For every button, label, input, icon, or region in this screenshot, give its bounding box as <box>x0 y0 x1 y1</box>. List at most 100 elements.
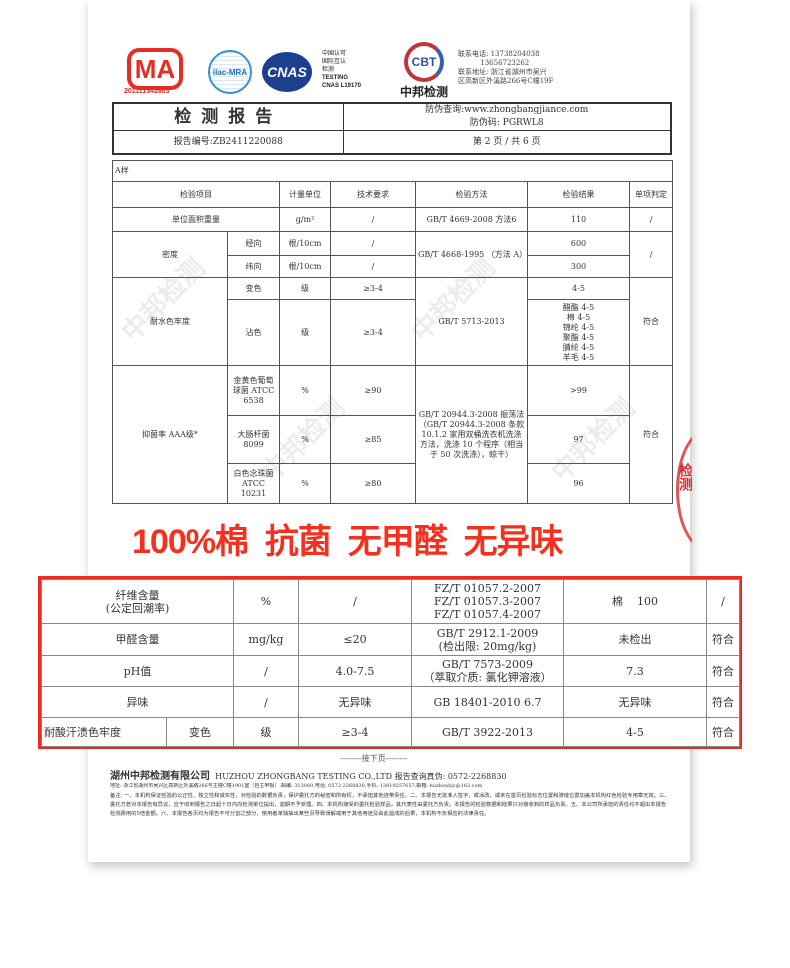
unit: 级 <box>279 299 331 366</box>
sub-item: 变色 <box>166 717 234 747</box>
sample-label: A样 <box>111 160 674 182</box>
unit: 根/10cm <box>279 255 331 278</box>
method: GB/T 4668-1995 （方法 A） <box>415 231 528 278</box>
table-row: 抑菌率 AAA级* 金黄色葡萄球菌 ATCC 6538 % ≥90 GB/T 2… <box>112 365 674 504</box>
cnas-line: 中国认可 <box>322 51 347 57</box>
result-line: 锦纶 4-5 <box>562 322 595 332</box>
method: GB/T 7573-2009 （萃取介质: 氯化钾溶液） <box>411 655 564 687</box>
result-line: 聚酯 4-5 <box>562 332 595 342</box>
sub-item: 大肠杆菌 8099 <box>227 415 280 464</box>
cnas-line: 国际互认 <box>322 59 347 65</box>
cnas-line: CNAS L19170 <box>322 83 362 89</box>
requirement: ≥3-4 <box>330 299 416 366</box>
requirement: ≥3-4 <box>298 717 412 747</box>
contact-info: 联系电话: 13738204038 13656723262 联系地址: 浙江省湖… <box>458 50 554 85</box>
table-row: 甲醛含量 mg/kg ≤20 GB/T 2912.1-2009 (检出限: 20… <box>41 623 740 656</box>
result: 110 <box>527 207 630 232</box>
anti-fake-code: 防伪码: PGRWL8 <box>469 118 544 128</box>
item: 抑菌率 AAA级* <box>112 365 228 504</box>
method: GB 18401-2010 6.7 <box>411 686 564 718</box>
requirement: ≥80 <box>330 463 416 504</box>
item: 单位面积重量 <box>112 207 280 232</box>
verdict: 符合 <box>706 623 740 656</box>
page-indicator: 第 2 页 / 共 6 页 <box>342 130 672 154</box>
requirement: ≥90 <box>330 365 416 416</box>
cnas-line: 检测 <box>322 67 335 73</box>
unit: 级 <box>279 277 331 300</box>
item: 异味 <box>41 686 234 718</box>
sub-item: 变色 <box>227 277 280 300</box>
result: 7.3 <box>563 655 707 687</box>
unit: / <box>233 686 299 718</box>
table-row: 大肠杆菌 8099 % ≥85 97 <box>113 415 673 464</box>
highlight-table: 纤维含量 (公定回潮率) % / FZ/T 01057.2-2007 FZ/T … <box>41 579 740 747</box>
item: 甲醛含量 <box>41 623 234 656</box>
table-row: pH值 / 4.0-7.5 GB/T 7573-2009 （萃取介质: 氯化钾溶… <box>41 655 740 687</box>
verdict: 符合 <box>628 277 674 366</box>
method: GB/T 5713-2013 <box>415 277 528 366</box>
unit: % <box>279 365 331 416</box>
result: 600 <box>527 231 630 256</box>
verdict: / <box>628 207 674 232</box>
company-line: 湖州中邦检测有限公司 HUZHOU ZHONGBANG TESTING CO.,… <box>110 767 507 784</box>
cma-number: 201111342803 <box>124 88 170 95</box>
verdict: / <box>628 231 674 278</box>
verdict: 符合 <box>628 365 674 504</box>
table-row: 单位面积重量 g/m² / GB/T 4669-2008 方法6 110 / <box>112 207 674 232</box>
continued-label: --------接下页-------- <box>340 754 408 763</box>
promo-banner: 100%棉 抗菌 无甲醛 无异味 <box>132 523 564 561</box>
requirement: / <box>330 207 416 232</box>
table-row: 白色念珠菌 ATCC 10231 % ≥80 96 <box>113 463 673 504</box>
unit: % <box>279 415 331 464</box>
cma-logo: MA <box>127 48 183 90</box>
unit: g/m² <box>279 207 331 232</box>
cnas-text: 中国认可 国际互认 检测 TESTING CNAS L19170 <box>322 50 361 90</box>
sub-item: 沾色 <box>227 299 280 366</box>
result-line: 醋酯 4-5 <box>562 302 595 312</box>
result-line: 羊毛 4-5 <box>562 352 595 362</box>
stamp-text: 检测 <box>677 463 693 491</box>
result: 4-5 <box>563 717 707 747</box>
item: 耐水色牢度 <box>112 277 228 366</box>
unit: 根/10cm <box>279 231 331 256</box>
verdict: 符合 <box>706 717 740 747</box>
results-table: A样 检验项目 计量单位 技术要求 检验方法 检验结果 单项判定 单位面积重量 … <box>111 160 674 504</box>
unit: % <box>279 463 331 504</box>
unit: / <box>233 655 299 687</box>
requirement: 无异味 <box>298 686 412 718</box>
requirement: ≤20 <box>298 623 412 656</box>
footer-notes: 备注: 一、本机构保证检验的公正性、独立性和诚实性，对检验的数据负责，保护委托方… <box>110 793 670 817</box>
method: GB/T 2912.1-2009 (检出限: 20mg/kg) <box>411 623 564 656</box>
requirement: / <box>330 231 416 256</box>
method: GB/T 3922-2013 <box>411 717 564 747</box>
item: 纤维含量 (公定回潮率) <box>41 579 234 624</box>
result: 4-5 <box>527 277 630 300</box>
result: 未检出 <box>563 623 707 656</box>
method: GB/T 20944.3-2008 振荡法（GB/T 20944.3-2008 … <box>415 365 528 504</box>
item: 密度 <box>112 231 228 278</box>
company-address: 地址: 浙江省湖州市吴兴区高新区外溪路266号主楼C幢1901室（自主申报）,邮… <box>110 783 483 789</box>
sub-item: 纬向 <box>227 255 280 278</box>
result: 棉 100 <box>563 579 707 624</box>
item: pH值 <box>41 655 234 687</box>
result-line: 腈纶 4-5 <box>562 342 595 352</box>
col-header: 检验结果 <box>527 181 630 208</box>
result: 无异味 <box>563 686 707 718</box>
table-row: 异味 / 无异味 GB 18401-2010 6.7 无异味 符合 <box>41 686 740 718</box>
method: GB/T 4669-2008 方法6 <box>415 207 528 232</box>
requirement: ≥3-4 <box>330 277 416 300</box>
result: 300 <box>527 255 630 278</box>
anti-fake-cell: 防伪查询:www.zhongbangjiance.com 防伪码: PGRWL8 <box>342 102 672 131</box>
item: 耐酸汗渍色牢度 <box>41 717 167 747</box>
requirement: ≥85 <box>330 415 416 464</box>
sub-item: 经向 <box>227 231 280 256</box>
report-title: 检测报告 <box>112 102 344 131</box>
unit: % <box>233 579 299 624</box>
highlight-box: 纤维含量 (公定回潮率) % / FZ/T 01057.2-2007 FZ/T … <box>38 576 742 749</box>
company-name: 湖州中邦检测有限公司 <box>110 771 210 782</box>
cnas-line: TESTING <box>322 75 349 81</box>
requirement: 4.0-7.5 <box>298 655 412 687</box>
table-row: 沾色 级 ≥3-4 醋酯 4-5 棉 4-5 锦纶 4-5 聚酯 4-5 腈纶 … <box>113 299 673 366</box>
result: 96 <box>527 463 630 504</box>
col-header: 计量单位 <box>279 181 331 208</box>
